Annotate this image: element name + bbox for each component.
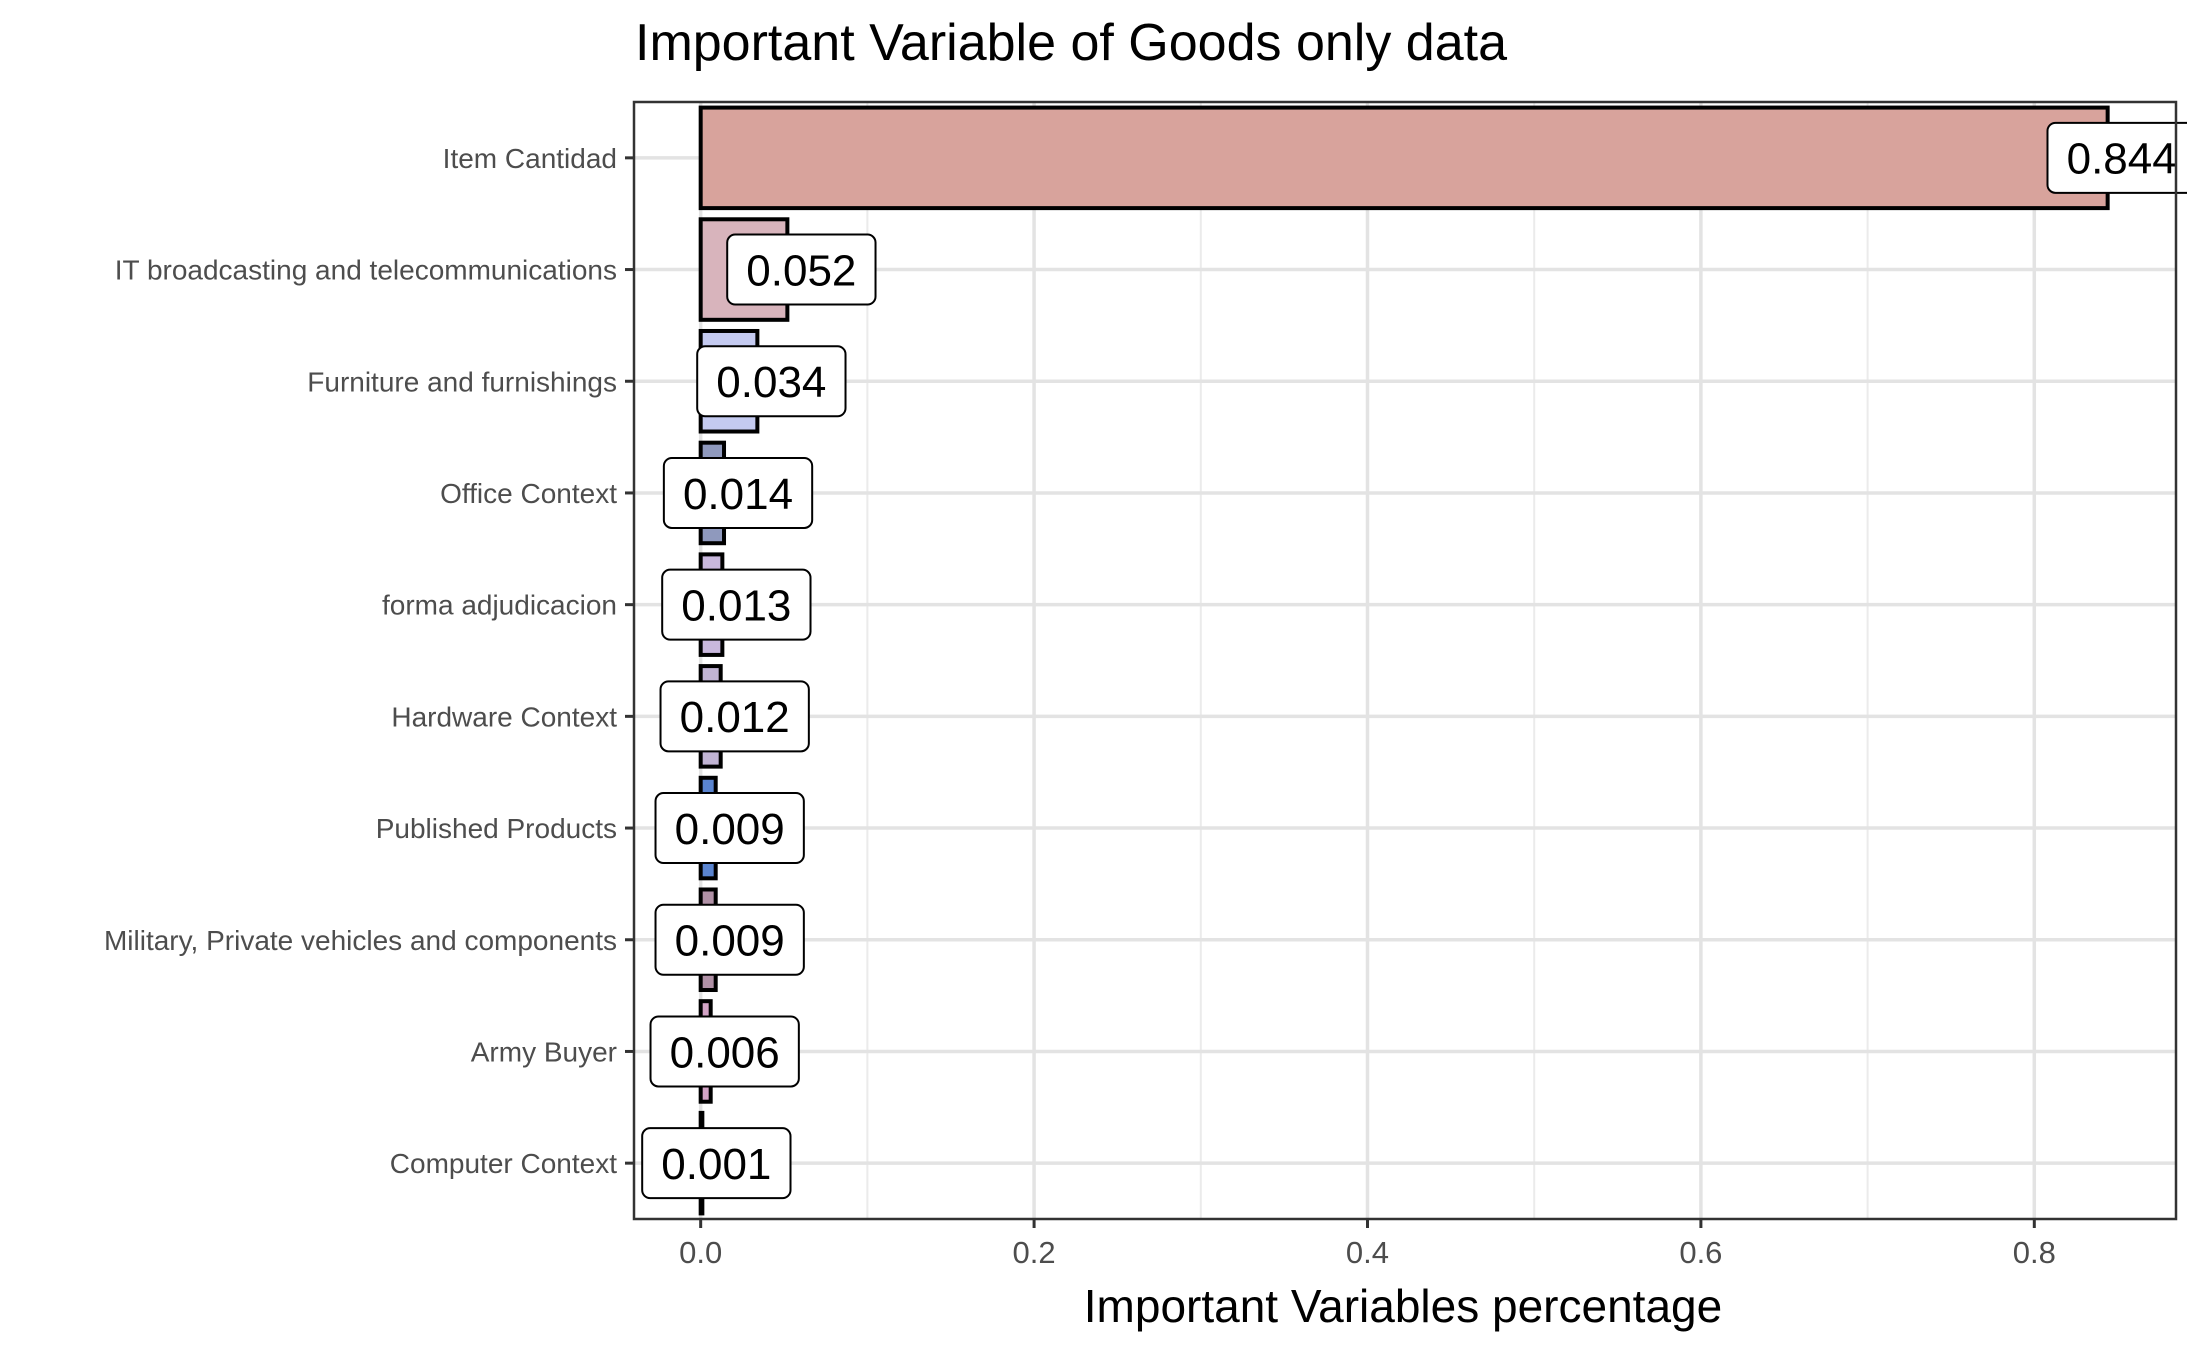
data-label: 0.013 [681,581,791,630]
y-tick-label: Army Buyer [471,1036,617,1067]
data-label-box [726,233,877,306]
y-tick-label: forma adjudicacion [382,590,617,621]
y-tick-label: Published Products [376,813,617,844]
data-label-box [654,903,805,976]
data-label: 0.006 [670,1028,780,1077]
x-tick-label: 0.6 [1679,1235,1722,1270]
y-tick-label: Hardware Context [391,701,617,732]
data-label: 0.052 [746,246,856,295]
data-label-box [696,345,847,418]
data-label: 0.001 [661,1140,771,1189]
y-tick-label: Item Cantidad [443,143,617,174]
data-label-box [2046,121,2187,194]
y-tick-label: Office Context [440,478,617,509]
data-label: 0.034 [716,358,826,407]
y-tick-label: IT broadcasting and telecommunications [115,255,617,286]
data-label: 0.014 [683,470,793,519]
data-label-box [661,568,812,641]
data-label-box [662,456,814,529]
data-label: 0.009 [675,805,785,854]
plot-panel: 0.844 0.052 0.034 0.014 0.013 0.012 0.009 0.009… [104,100,2187,1270]
y-tick-label: Furniture and furnishings [307,366,617,397]
panel-border [632,100,2178,1221]
x-axis-label: Important Variables percentage [1084,1280,1722,1332]
data-label-box [649,1015,800,1088]
data-label: 0.012 [680,693,790,742]
panel-background [634,102,2176,1219]
data-label-box [659,680,810,753]
x-tick-label: 0.8 [2013,1235,2056,1270]
data-label: 0.844 [2067,135,2177,184]
x-tick-label: 0.0 [679,1235,722,1270]
y-tick-label: Computer Context [390,1148,617,1179]
x-tick-label: 0.2 [1013,1235,1056,1270]
chart-title: Important Variable of Goods only data [635,14,1507,72]
x-tick-label: 0.4 [1346,1235,1389,1270]
data-label-box [654,792,805,865]
data-label: 0.009 [675,917,785,966]
data-label-box [641,1127,792,1200]
bar [698,105,2110,211]
y-tick-label: Military, Private vehicles and component… [104,925,617,956]
